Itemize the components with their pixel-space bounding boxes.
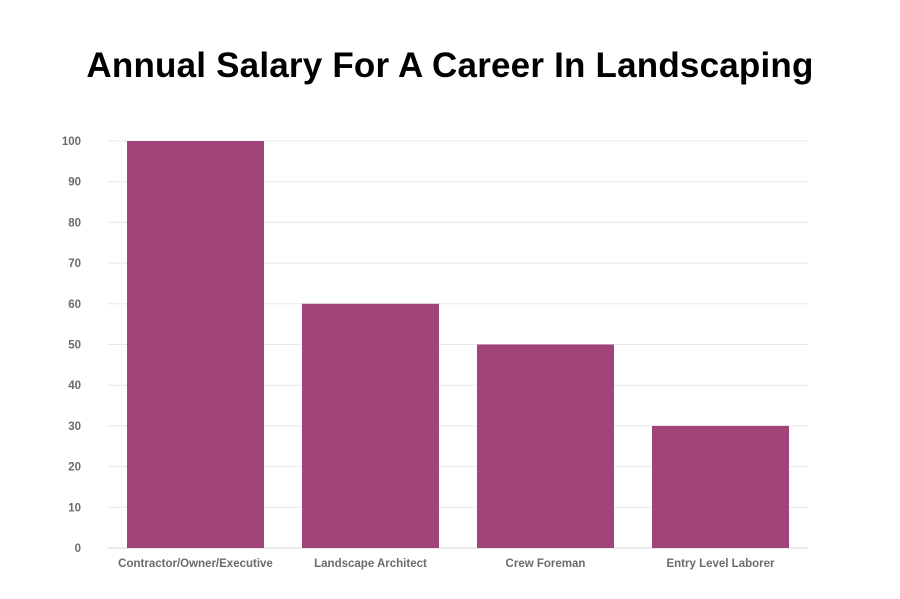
y-tick-label: 60 (68, 299, 81, 311)
y-tick-label: 40 (68, 380, 81, 392)
bar (477, 344, 614, 548)
x-category-label: Landscape Architect (314, 558, 427, 570)
y-axis-ticks: 0 10 20 30 40 50 60 70 80 90 100 (62, 136, 81, 555)
y-tick-label: 70 (68, 258, 81, 270)
y-tick-label: 30 (68, 421, 81, 433)
y-tick-label: 50 (68, 340, 81, 352)
y-tick-label: 20 (68, 462, 81, 474)
y-tick-label: 0 (75, 543, 81, 555)
y-tick-label: 100 (62, 136, 81, 148)
bar (302, 303, 439, 548)
chart-title: Annual Salary For A Career In Landscapin… (86, 46, 814, 85)
x-category-label: Crew Foreman (506, 558, 586, 570)
x-category-label: Contractor/Owner/Executive (118, 558, 273, 570)
bar (127, 141, 264, 548)
x-category-label: Entry Level Laborer (666, 558, 775, 570)
y-tick-label: 90 (68, 177, 81, 189)
x-axis-labels: Contractor/Owner/Executive Landscape Arch… (118, 558, 775, 570)
y-tick-label: 80 (68, 217, 81, 229)
bar (652, 425, 789, 548)
bars (127, 141, 789, 548)
y-tick-label: 10 (68, 502, 81, 514)
